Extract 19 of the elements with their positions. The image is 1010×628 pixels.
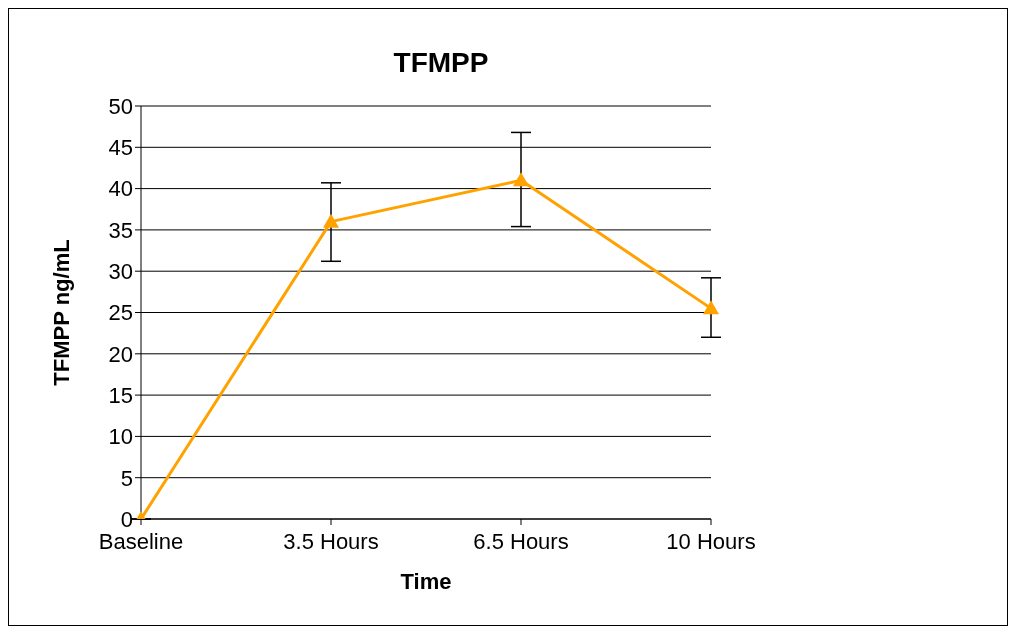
x-axis-title: Time: [400, 569, 452, 594]
y-tick-label: 30: [108, 259, 133, 285]
point: [513, 172, 529, 187]
y-tick-label: 45: [108, 135, 133, 161]
y-tick-label: 40: [108, 176, 133, 202]
x-tick-label: 10 Hours: [666, 528, 756, 554]
y-tick-label: 5: [120, 465, 133, 491]
y-tick-label: 20: [108, 341, 133, 367]
point: [703, 300, 719, 315]
x-tick-label: 6.5 Hours: [473, 528, 569, 554]
y-tick-label: 50: [108, 93, 133, 119]
point: [323, 213, 339, 228]
y-tick-label: 35: [108, 217, 133, 243]
x-tick-label: 3.5 Hours: [283, 528, 379, 554]
y-tick-label: 25: [108, 300, 133, 326]
y-tick-label: 10: [108, 424, 133, 450]
chart-title: TFMPP: [392, 47, 490, 79]
y-axis-title: TFMPP ng/mL: [48, 239, 74, 386]
y-tick-label: 15: [108, 382, 133, 408]
